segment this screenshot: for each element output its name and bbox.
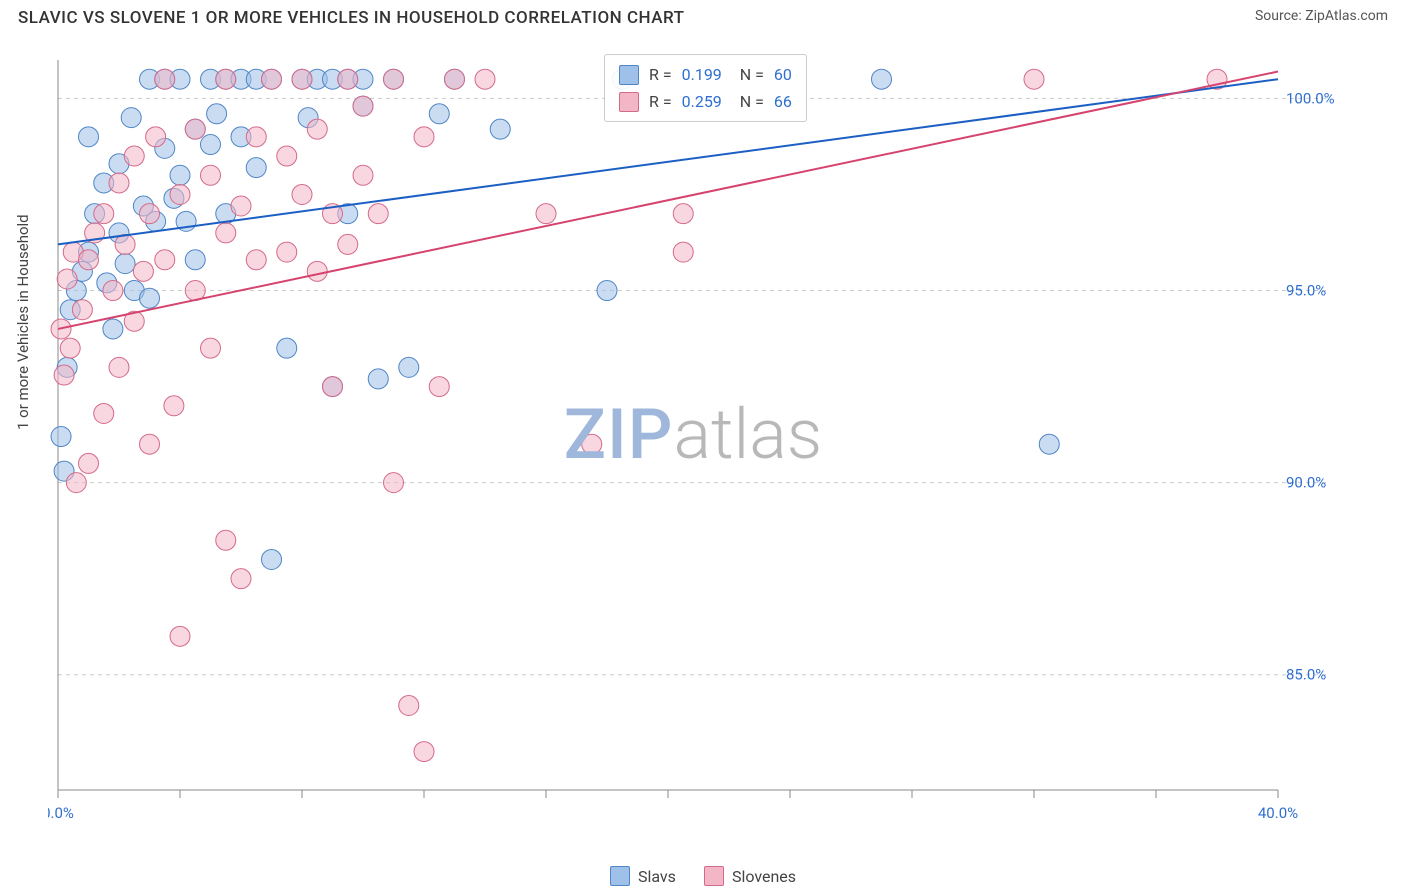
svg-text:85.0%: 85.0% — [1286, 666, 1326, 684]
stat-n-label: N = — [732, 88, 764, 115]
scatter-plot-svg: 85.0% 90.0% 95.0% 100.0% 0.0% 40.0% — [48, 50, 1338, 820]
svg-text:90.0%: 90.0% — [1286, 474, 1326, 492]
svg-text:100.0%: 100.0% — [1286, 89, 1335, 107]
legend-label: Slavs — [638, 867, 676, 886]
header-row: SLAVIC VS SLOVENE 1 OR MORE VEHICLES IN … — [0, 0, 1406, 28]
stat-r-value: 0.259 — [682, 88, 722, 115]
svg-text:40.0%: 40.0% — [1258, 804, 1298, 820]
bottom-legend: Slavs Slovenes — [0, 866, 1406, 886]
stat-n-value: 60 — [774, 61, 792, 88]
stat-swatch — [619, 65, 639, 85]
stat-r-label: R = — [649, 88, 672, 115]
stat-row: R = 0.199 N = 60 — [619, 61, 792, 88]
y-axis-label: 1 or more Vehicles in Household — [14, 214, 32, 430]
stat-r-label: R = — [649, 61, 672, 88]
chart-title: SLAVIC VS SLOVENE 1 OR MORE VEHICLES IN … — [18, 8, 685, 28]
legend-item: Slavs — [610, 866, 676, 886]
correlation-stat-box: R = 0.199 N = 60R = 0.259 N = 66 — [604, 54, 807, 122]
legend-swatch — [704, 866, 724, 886]
stat-row: R = 0.259 N = 66 — [619, 88, 792, 115]
legend-item: Slovenes — [704, 866, 796, 886]
source-label: Source: ZipAtlas.com — [1255, 8, 1388, 24]
svg-text:0.0%: 0.0% — [48, 804, 74, 820]
svg-text:95.0%: 95.0% — [1286, 282, 1326, 300]
plot-area: 85.0%90.0%95.0%100.0%0.0%40.0% ZIPatlas … — [48, 50, 1338, 820]
legend-swatch — [610, 866, 630, 886]
stat-n-label: N = — [732, 61, 764, 88]
stat-n-value: 66 — [774, 88, 792, 115]
stat-r-value: 0.199 — [682, 61, 722, 88]
legend-label: Slovenes — [732, 867, 796, 886]
stat-swatch — [619, 92, 639, 112]
